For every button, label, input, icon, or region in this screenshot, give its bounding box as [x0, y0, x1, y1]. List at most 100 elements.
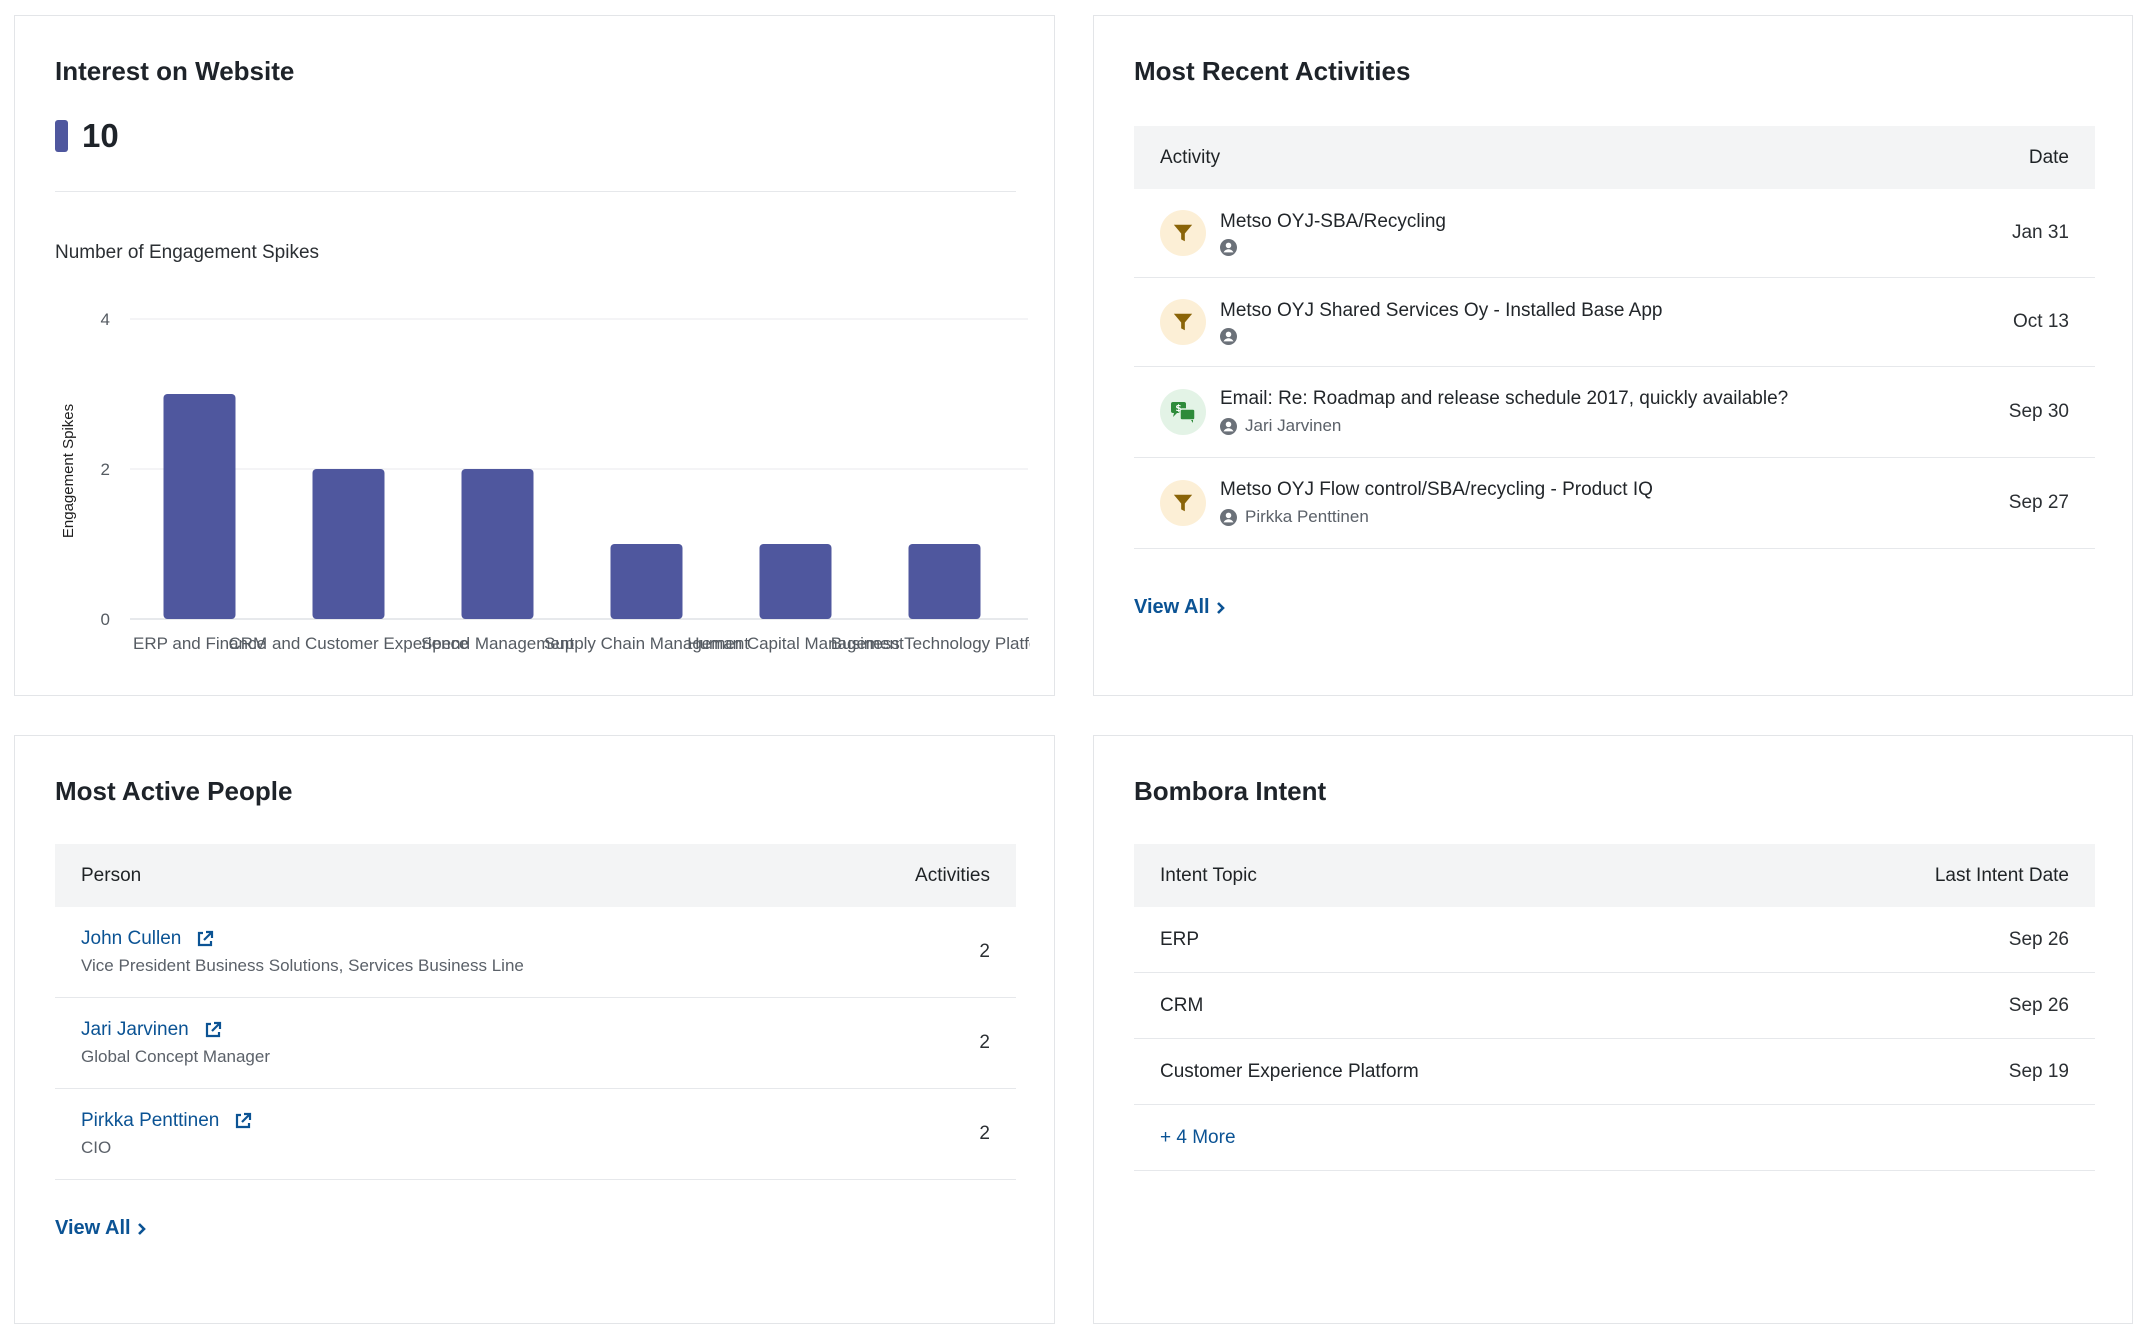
- svg-text:$: $: [1175, 404, 1181, 414]
- show-more-link[interactable]: + 4 More: [1160, 1126, 1236, 1148]
- divider: [55, 191, 1016, 192]
- intent-row: + 4 More: [1134, 1105, 2095, 1171]
- person-name: Jari Jarvinen: [81, 1019, 189, 1040]
- bombora-table-header: Intent Topic Last Intent Date: [1134, 844, 2095, 907]
- activity-title: Email: Re: Roadmap and release schedule …: [1220, 388, 1789, 409]
- person-role: CIO: [81, 1138, 112, 1157]
- chevron-right-icon: [1216, 601, 1225, 614]
- activity-row[interactable]: Metso OYJ-SBA/Recycling Jan 31: [1134, 189, 2095, 278]
- x-tick-label: Spend Management: [421, 634, 574, 653]
- y-axis-label: Engagement Spikes: [60, 404, 77, 538]
- external-link-icon[interactable]: [195, 929, 215, 949]
- bar: [759, 544, 832, 619]
- activities-card: Most Recent Activities Activity Date Met…: [1093, 15, 2133, 696]
- interest-title: Interest on Website: [55, 56, 295, 86]
- activity-date: Oct 13: [2013, 311, 2069, 332]
- user-icon: [1220, 417, 1237, 435]
- interest-card: Interest on Website 10 Number of Engagem…: [14, 15, 1055, 696]
- activity-row[interactable]: Metso OYJ Flow control/SBA/recycling - P…: [1134, 458, 2095, 549]
- x-tick-label: CRM and Customer Experience: [229, 634, 469, 653]
- activity-title: Metso OYJ Shared Services Oy - Installed…: [1220, 299, 1663, 321]
- person-row: John Cullen Vice President Business Solu…: [55, 907, 1016, 998]
- activities-table-header: Activity Date: [1134, 126, 2095, 189]
- view-all-label: View All: [1134, 596, 1210, 618]
- people-view-all-link[interactable]: View All: [55, 1217, 147, 1240]
- x-tick-label: Business Technology Platform: [831, 634, 1030, 653]
- person-link[interactable]: John Cullen: [81, 928, 524, 950]
- person-link[interactable]: Jari Jarvinen: [81, 1019, 270, 1041]
- intent-date: Sep 19: [2008, 1060, 2069, 1082]
- bar: [461, 469, 534, 619]
- intent-topic: CRM: [1160, 994, 1204, 1016]
- intent-date: Sep 26: [2008, 994, 2069, 1016]
- chart-title: Number of Engagement Spikes: [55, 242, 320, 263]
- activities-table: Activity Date Metso OYJ-SBA/Recycling: [1134, 126, 2095, 549]
- activity-row[interactable]: $ Email: Re: Roadmap and release schedul…: [1134, 367, 2095, 458]
- bombora-card: Bombora Intent Intent Topic Last Intent …: [1093, 735, 2133, 1324]
- people-table: Person Activities John Cullen Vice Presi…: [55, 844, 1016, 1180]
- column-header-person: Person: [81, 864, 142, 886]
- user-icon: [1220, 238, 1237, 256]
- y-tick-label: 4: [101, 310, 110, 329]
- people-title: Most Active People: [55, 776, 293, 806]
- bar: [312, 469, 385, 619]
- chevron-right-icon: [137, 1222, 146, 1235]
- person-link[interactable]: Pirkka Penttinen: [81, 1110, 253, 1132]
- activities-title: Most Recent Activities: [1134, 56, 1411, 86]
- activity-date: Sep 27: [2008, 492, 2069, 513]
- view-all-label: View All: [55, 1217, 131, 1239]
- person-role: Vice President Business Solutions, Servi…: [81, 956, 524, 975]
- activity-person: Pirkka Penttinen: [1245, 507, 1369, 526]
- external-link-icon[interactable]: [233, 1111, 253, 1131]
- bombora-table: Intent Topic Last Intent Date ERP Sep 26…: [1134, 844, 2095, 1171]
- metric-swatch: [55, 120, 68, 152]
- intent-row: Customer Experience Platform Sep 19: [1134, 1039, 2095, 1105]
- person-row: Pirkka Penttinen CIO 2: [55, 1089, 1016, 1180]
- user-icon: [1220, 508, 1237, 526]
- activity-date: Jan 31: [2011, 222, 2069, 243]
- bar: [610, 544, 683, 619]
- activity-count: 2: [979, 941, 990, 962]
- email-icon: $: [1160, 389, 1206, 435]
- x-tick-label: Human Capital Management: [687, 634, 904, 653]
- intent-date: Sep 26: [2008, 928, 2069, 950]
- column-header-activity: Activity: [1160, 146, 1221, 168]
- people-card: Most Active People Person Activities Joh…: [14, 735, 1055, 1324]
- column-header-last-intent-date: Last Intent Date: [1934, 864, 2069, 886]
- activity-count: 2: [979, 1032, 990, 1053]
- activity-title: Metso OYJ Flow control/SBA/recycling - P…: [1220, 479, 1653, 500]
- intent-row: ERP Sep 26: [1134, 907, 2095, 973]
- column-header-activities: Activities: [915, 864, 990, 886]
- column-header-date: Date: [2028, 146, 2069, 168]
- intent-topic: ERP: [1160, 928, 1200, 950]
- funnel-icon: [1160, 480, 1206, 526]
- activity-row[interactable]: Metso OYJ Shared Services Oy - Installed…: [1134, 278, 2095, 367]
- bombora-title: Bombora Intent: [1134, 776, 1327, 806]
- y-tick-label: 0: [101, 610, 110, 629]
- column-header-intent-topic: Intent Topic: [1160, 864, 1257, 886]
- activities-view-all-link[interactable]: View All: [1134, 596, 1226, 619]
- x-tick-label: ERP and Finance: [133, 634, 266, 653]
- y-tick-label: 2: [101, 460, 110, 479]
- interest-metric: 10: [55, 116, 119, 156]
- activity-count: 2: [979, 1123, 990, 1144]
- activity-date: Sep 30: [2008, 401, 2069, 422]
- x-tick-label: Supply Chain Management: [544, 634, 749, 653]
- people-table-header: Person Activities: [55, 844, 1016, 907]
- user-icon: [1220, 327, 1237, 345]
- person-role: Global Concept Manager: [81, 1047, 271, 1066]
- person-row: Jari Jarvinen Global Concept Manager 2: [55, 998, 1016, 1089]
- activity-person: Jari Jarvinen: [1245, 416, 1342, 435]
- intent-topic: Customer Experience Platform: [1160, 1060, 1419, 1082]
- funnel-icon: [1160, 299, 1206, 345]
- person-name: John Cullen: [81, 928, 182, 949]
- external-link-icon[interactable]: [203, 1020, 223, 1040]
- person-name: Pirkka Penttinen: [81, 1110, 220, 1131]
- bar: [908, 544, 981, 619]
- funnel-icon: [1160, 210, 1206, 256]
- intent-row: CRM Sep 26: [1134, 973, 2095, 1039]
- activity-title: Metso OYJ-SBA/Recycling: [1220, 210, 1446, 232]
- metric-value: 10: [82, 117, 119, 154]
- bar: [163, 394, 236, 619]
